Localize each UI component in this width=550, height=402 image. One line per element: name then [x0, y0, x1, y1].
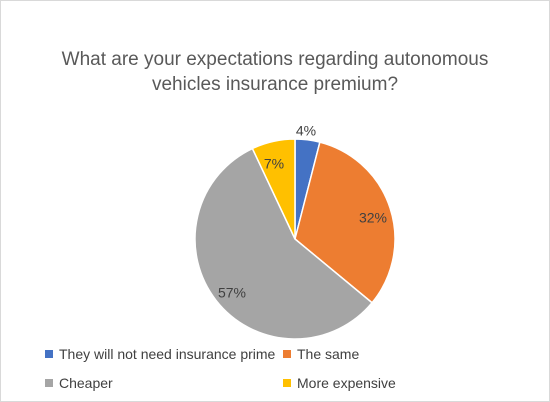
chart-title: What are your expectations regarding aut… — [1, 47, 549, 97]
legend-label-more-expensive: More expensive — [297, 375, 396, 391]
pie-slice-3 — [251, 138, 296, 240]
chart-title-line-2: vehicles insurance premium? — [151, 74, 399, 95]
slice-data-label-0: 4% — [296, 123, 316, 139]
legend-label-cheaper: Cheaper — [59, 375, 113, 391]
legend-label-no-insurance: They will not need insurance prime — [59, 346, 276, 362]
legend-label-the-same: The same — [297, 346, 360, 362]
legend-item-no-insurance: They will not need insurance prime — [45, 346, 275, 362]
pie-slice-1 — [294, 141, 396, 304]
legend-swatch-no-insurance — [45, 350, 53, 358]
legend-swatch-the-same — [283, 350, 291, 358]
legend-item-more-expensive: More expensive — [283, 375, 396, 391]
legend-item-the-same: The same — [283, 346, 359, 362]
legend-item-cheaper: Cheaper — [45, 375, 113, 391]
slice-data-label-2: 57% — [218, 285, 246, 301]
slice-data-label-1: 32% — [359, 210, 387, 226]
legend-swatch-cheaper — [45, 379, 53, 387]
pie-slice-2 — [194, 147, 374, 340]
chart-title-line-1: What are your expectations regarding aut… — [61, 49, 489, 70]
legend-swatch-more-expensive — [283, 379, 291, 387]
slice-data-label-3: 7% — [264, 156, 284, 172]
